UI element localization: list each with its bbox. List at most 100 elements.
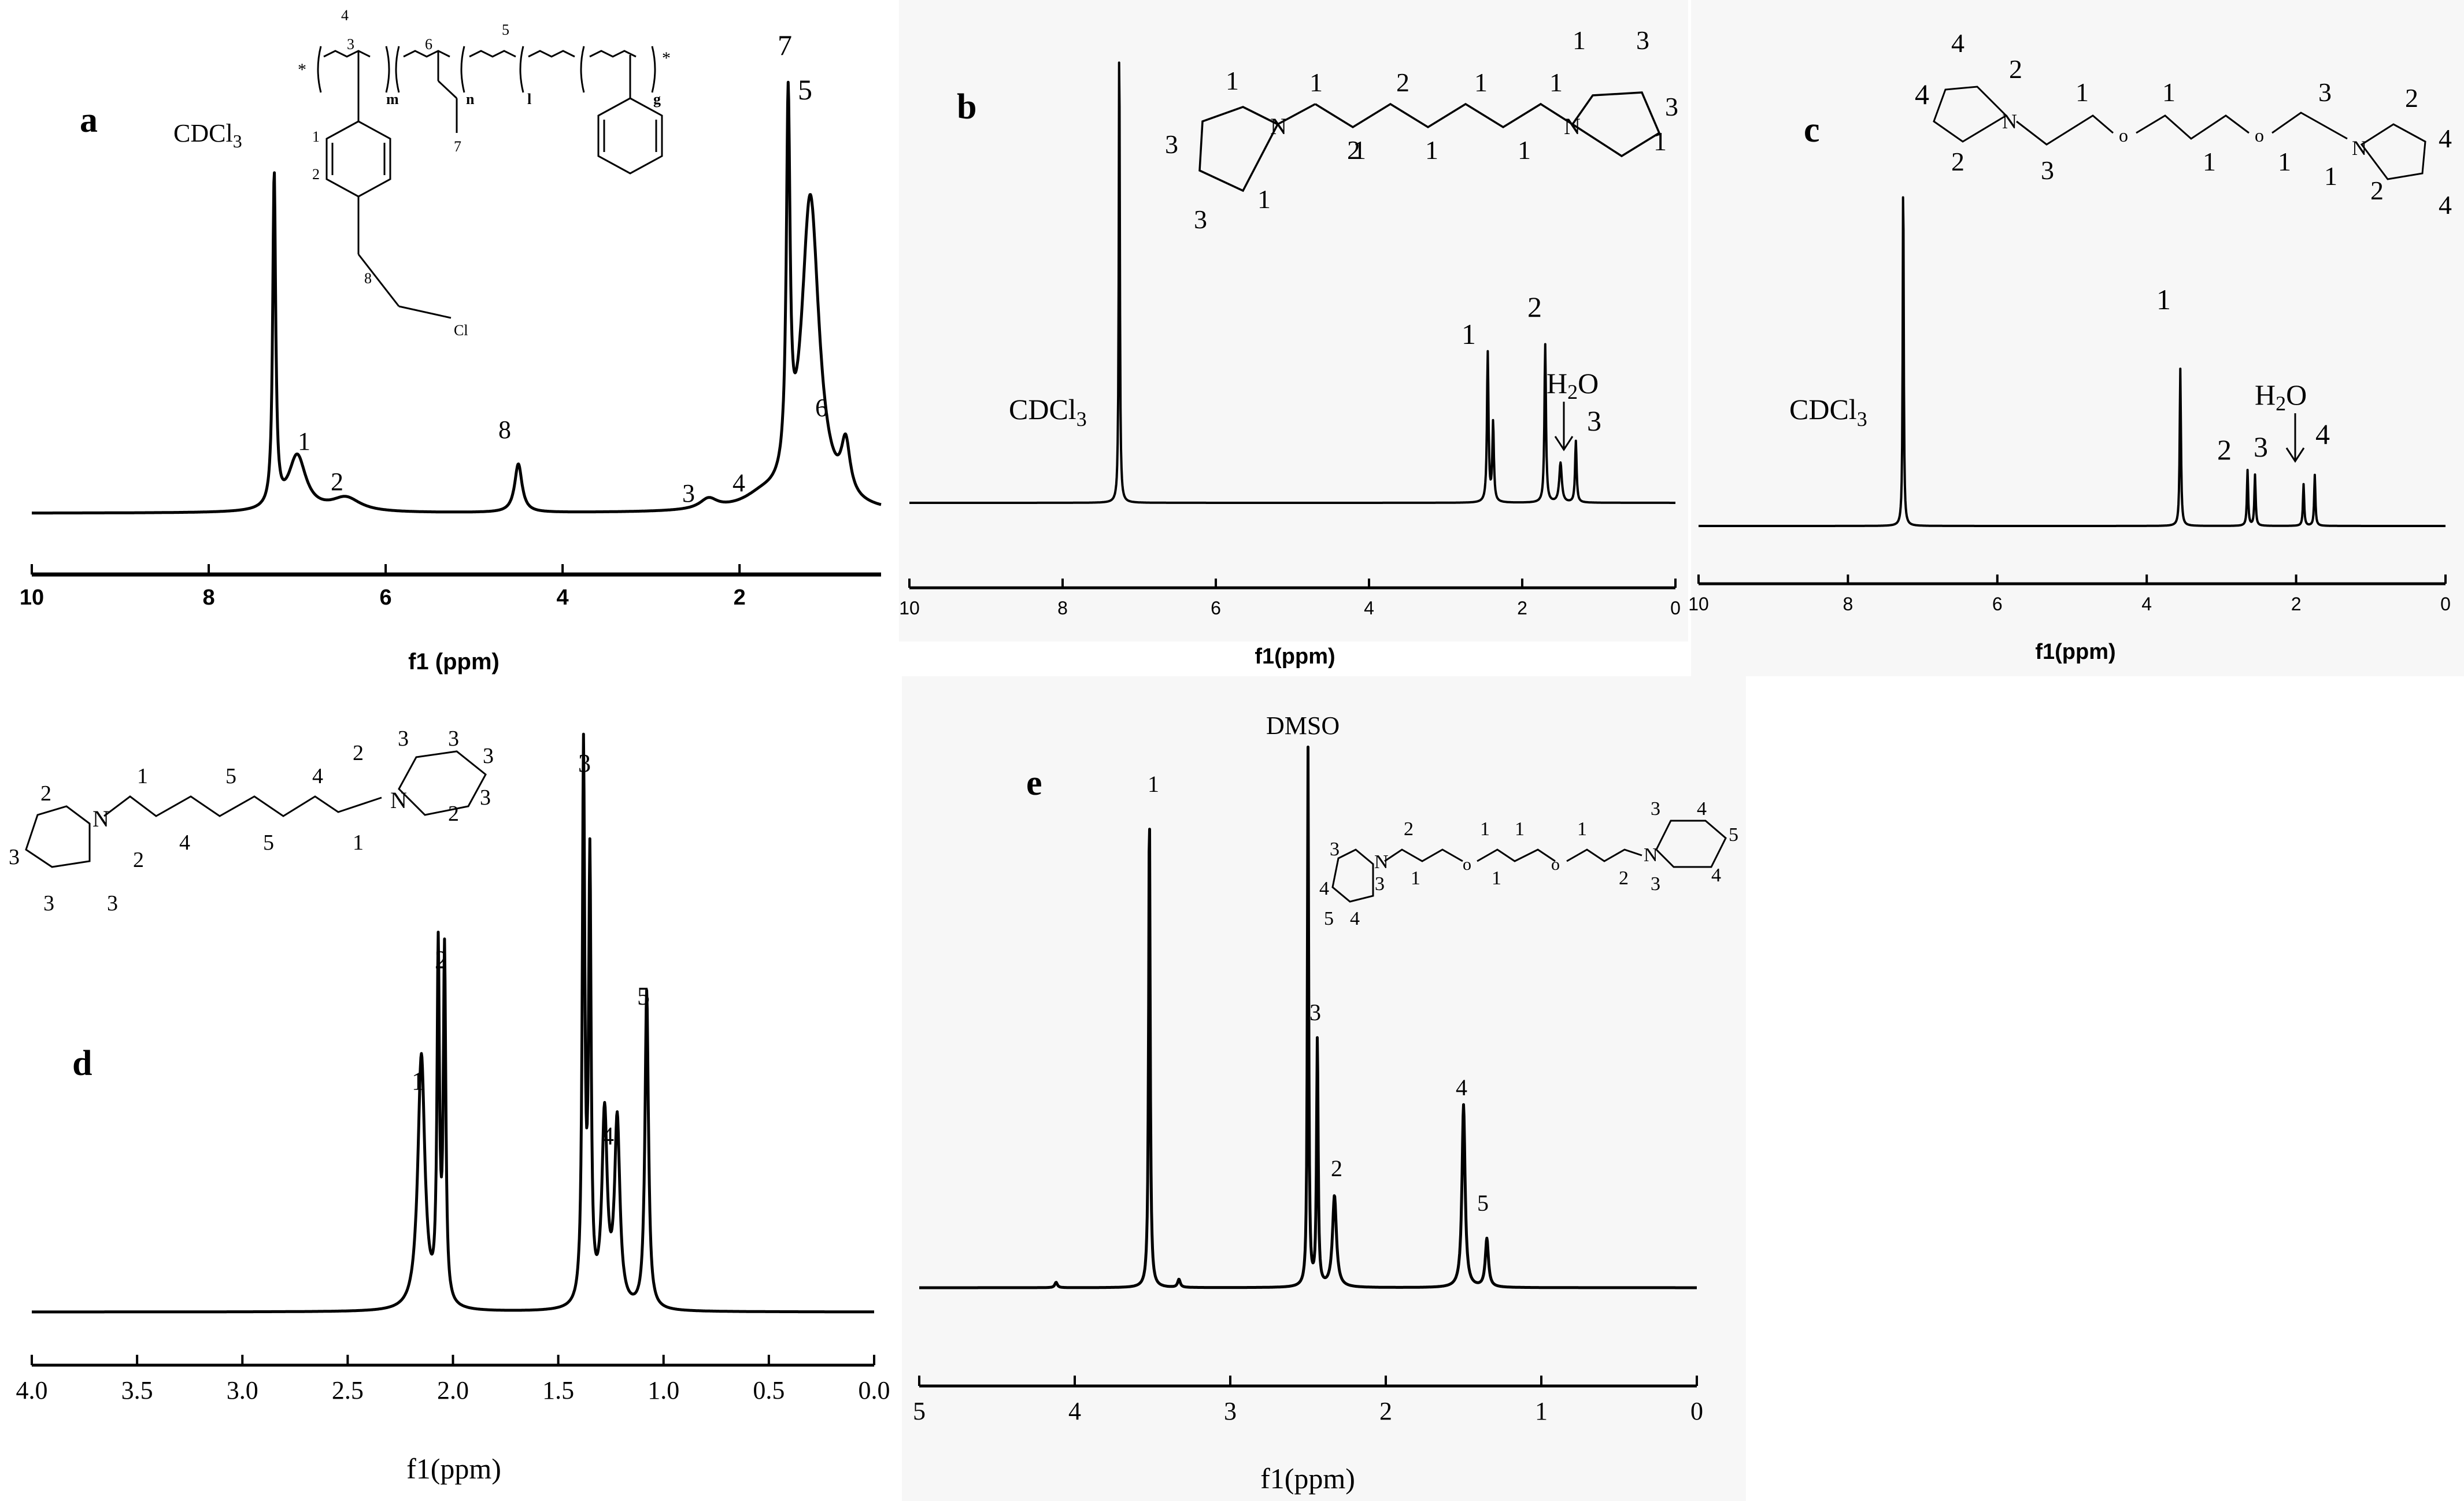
spectrum-trace-a <box>31 80 882 515</box>
spectrum-trace-e <box>918 746 1698 1289</box>
panel-e-peak-3: 3 <box>1309 999 1321 1025</box>
tick-label: 2.5 <box>332 1376 364 1404</box>
panel-a-structure-labels: 4 3 6 5 m n l g 1 2 7 8 Cl * * <box>298 7 671 339</box>
panel-e-background <box>902 676 1746 1501</box>
svg-text:8: 8 <box>364 270 372 287</box>
svg-text:1: 1 <box>2075 77 2089 107</box>
svg-text:N: N <box>2352 136 2367 160</box>
svg-text:1: 1 <box>1425 135 1438 165</box>
svg-text:1: 1 <box>2203 147 2216 176</box>
svg-text:N: N <box>1374 851 1389 873</box>
tick-label: 10 <box>899 598 920 618</box>
svg-text:1: 1 <box>1480 818 1490 840</box>
tick-label: 2 <box>1517 598 1527 618</box>
svg-text:3: 3 <box>1165 129 1178 159</box>
svg-text:2: 2 <box>448 802 459 826</box>
svg-text:N: N <box>1564 113 1581 139</box>
panel-d-peak-2: 2 <box>435 946 447 974</box>
tick-label: 4.0 <box>16 1376 48 1404</box>
svg-text:4: 4 <box>1350 908 1360 929</box>
tick-label: 1.0 <box>648 1376 679 1404</box>
svg-text:o: o <box>1463 855 1471 874</box>
svg-text:n: n <box>466 91 475 108</box>
tick-label: 3 <box>1224 1397 1237 1425</box>
svg-text:1: 1 <box>2162 77 2176 107</box>
spectrum-trace-b <box>908 61 1677 504</box>
svg-text:1: 1 <box>1474 68 1488 97</box>
panel-e-ticks: 5 4 3 2 1 0 <box>913 1376 1703 1425</box>
tick-label: 0.0 <box>859 1376 890 1404</box>
svg-text:2: 2 <box>1951 147 1964 176</box>
panel-b-peak-3: 3 <box>1587 405 1601 437</box>
tick-label: 10 <box>1688 594 1709 614</box>
panel-c-peak-2: 2 <box>2217 433 2232 466</box>
panel-c-label: c <box>1804 110 1820 150</box>
tick-label: 4 <box>2141 594 2152 614</box>
tick-label: 1.5 <box>542 1376 574 1404</box>
svg-text:1: 1 <box>2278 147 2291 176</box>
tick-label: 4 <box>557 585 569 610</box>
panel-c-structure <box>1933 86 2426 180</box>
panel-c-structure-labels: 4 2 2 3 1 1 1 1 3 1 2 4 2 4 o o N N <box>1951 28 2452 220</box>
svg-text:o: o <box>1551 855 1560 874</box>
svg-text:4: 4 <box>2439 124 2452 153</box>
panel-c-ticks: 10 8 6 4 2 0 <box>1688 575 2451 614</box>
svg-text:1: 1 <box>1518 135 1531 165</box>
svg-text:N: N <box>2002 110 2017 133</box>
panel-d-structure <box>25 750 487 868</box>
panel-d-label: d <box>72 1044 92 1083</box>
svg-text:Cl: Cl <box>454 322 468 339</box>
panel-c-peak-4-top: 4 <box>1915 78 1929 110</box>
panel-a-peak-2: 2 <box>331 468 343 496</box>
svg-text:3: 3 <box>347 36 354 53</box>
svg-text:1: 1 <box>1226 66 1239 95</box>
panel-c-peak-1: 1 <box>2156 283 2171 316</box>
svg-text:3: 3 <box>483 744 494 768</box>
panel-b-background <box>899 0 1688 642</box>
panel-b-label: b <box>957 87 976 127</box>
panel-b-peak-cdcl3: CDCl3 <box>1009 393 1087 431</box>
svg-text:o: o <box>2119 125 2128 146</box>
panel-e-xlabel: f1(ppm) <box>1260 1462 1355 1495</box>
panel-e-peak-4: 4 <box>1456 1074 1467 1100</box>
panel-c-peak-cdcl3: CDCl3 <box>1789 393 1867 431</box>
svg-text:3: 3 <box>1194 205 1207 234</box>
svg-text:*: * <box>662 49 671 68</box>
tick-label: 4 <box>1068 1397 1081 1425</box>
svg-text:g: g <box>653 91 661 108</box>
tick-label: 6 <box>380 585 392 610</box>
svg-text:1: 1 <box>2324 161 2337 191</box>
svg-text:5: 5 <box>263 831 274 855</box>
panel-a-peak-4: 4 <box>732 469 745 497</box>
panel-a-peak-cdcl3: CDCl3 <box>173 119 242 151</box>
svg-text:3: 3 <box>1665 92 1678 121</box>
panel-a-background <box>0 0 896 670</box>
svg-text:1: 1 <box>1492 868 1501 889</box>
svg-text:3: 3 <box>1330 839 1340 860</box>
tick-label: 8 <box>1843 594 1853 614</box>
panel-c-peak-4: 4 <box>2315 418 2330 450</box>
svg-text:2: 2 <box>1404 818 1414 840</box>
panel-a-peak-1: 1 <box>298 427 310 455</box>
tick-label: 10 <box>20 585 44 610</box>
svg-text:2: 2 <box>353 741 364 765</box>
panel-c: c 10 8 6 4 2 0 f1(ppm) 4 CDCl3 1 2 3 H2O 4 4 … <box>1688 28 2452 664</box>
svg-text:1: 1 <box>137 764 148 788</box>
tick-label: 3.5 <box>121 1376 153 1404</box>
svg-text:1: 1 <box>1257 184 1271 214</box>
svg-text:3: 3 <box>448 727 459 751</box>
svg-text:2: 2 <box>1347 135 1360 165</box>
svg-text:1: 1 <box>1573 25 1586 55</box>
tick-label: 4 <box>1364 598 1374 618</box>
panel-a-peak-5: 5 <box>798 73 812 106</box>
panel-b-peak-2: 2 <box>1527 291 1542 323</box>
svg-text:2: 2 <box>40 781 51 806</box>
svg-text:3: 3 <box>398 727 409 751</box>
panel-c-peak-h2o: H2O <box>2255 379 2307 415</box>
svg-text:3: 3 <box>2041 155 2054 185</box>
panel-e-label: e <box>1026 764 1042 803</box>
tick-label: 0.5 <box>753 1376 785 1404</box>
svg-text:4: 4 <box>1697 798 1707 820</box>
tick-label: 6 <box>1211 598 1221 618</box>
